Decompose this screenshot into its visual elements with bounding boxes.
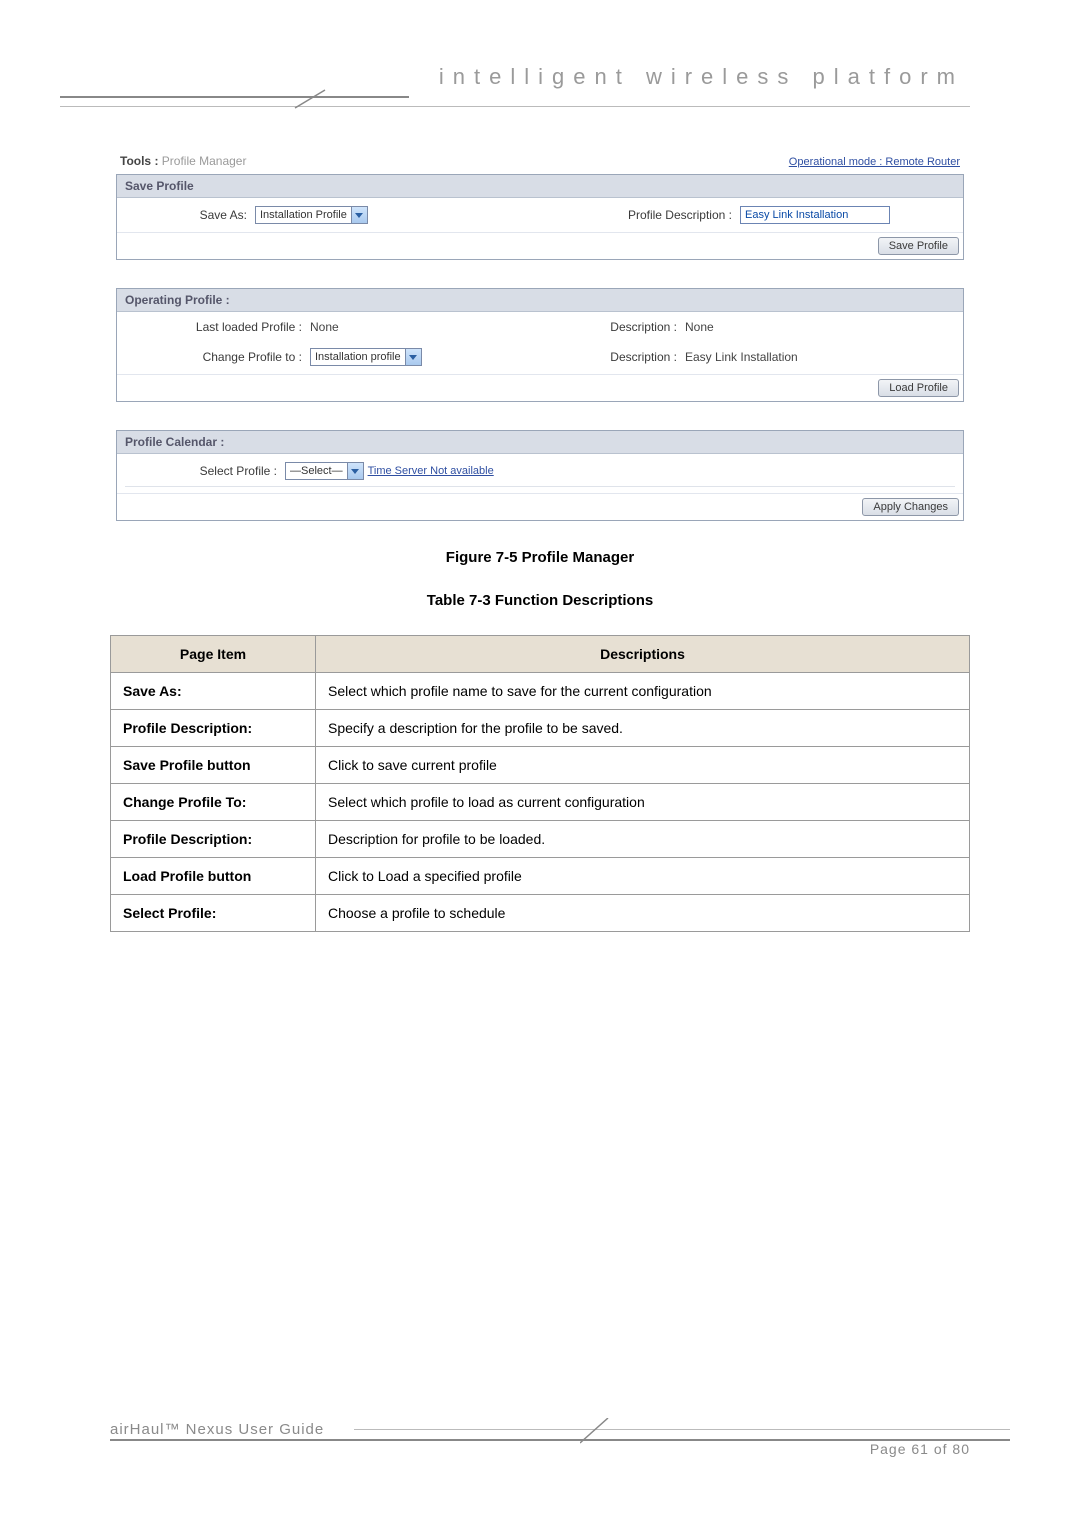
- save-profile-button[interactable]: Save Profile: [878, 237, 959, 255]
- profile-calendar-panel: Profile Calendar : Select Profile : —Sel…: [116, 430, 964, 521]
- last-loaded-desc-value: None: [685, 320, 714, 334]
- header-diagonal: [295, 90, 335, 110]
- function-descriptions-table: Page Item Descriptions Save As: Select w…: [110, 635, 970, 932]
- table-row: Profile Description: Specify a descripti…: [111, 710, 970, 747]
- page-header: intelligent wireless platform: [110, 60, 970, 110]
- table-cell-desc: Choose a profile to schedule: [316, 895, 970, 932]
- profile-manager-ui: Tools : Profile Manager Operational mode…: [110, 154, 970, 521]
- select-profile-row: Select Profile : —Select— Time Server No…: [125, 458, 955, 484]
- last-loaded-label: Last loaded Profile :: [125, 320, 310, 334]
- ui-title: Tools : Profile Manager: [120, 154, 246, 168]
- header-tagline: intelligent wireless platform: [409, 60, 970, 104]
- save-profile-header: Save Profile: [117, 175, 963, 198]
- profile-desc-input[interactable]: [740, 206, 890, 224]
- change-profile-row: Change Profile to : Installation profile…: [125, 338, 955, 370]
- change-profile-desc-value: Easy Link Installation: [685, 350, 798, 364]
- table-row: Select Profile: Choose a profile to sche…: [111, 895, 970, 932]
- time-server-warning-link[interactable]: Time Server Not available: [368, 465, 494, 477]
- chevron-down-icon: [405, 349, 421, 365]
- last-loaded-desc-label: Description :: [540, 320, 685, 334]
- ui-mode: Operational mode : Remote Router: [789, 154, 960, 168]
- profile-calendar-actions: Apply Changes: [117, 493, 963, 520]
- chevron-down-icon: [347, 463, 363, 479]
- select-profile-select[interactable]: —Select—: [285, 462, 364, 480]
- header-rule-thin: [60, 106, 970, 107]
- change-profile-value: Installation profile: [311, 351, 405, 363]
- table-row: Save As: Select which profile name to sa…: [111, 673, 970, 710]
- select-profile-value: —Select—: [286, 465, 347, 477]
- table-header-item: Page Item: [111, 636, 316, 673]
- operating-profile-body: Last loaded Profile : None Description :…: [117, 312, 963, 374]
- footer-diagonal: [580, 1418, 620, 1448]
- profile-calendar-body: Select Profile : —Select— Time Server No…: [117, 454, 963, 493]
- table-cell-item: Save As:: [111, 673, 316, 710]
- table-header-row: Page Item Descriptions: [111, 636, 970, 673]
- table-cell-desc: Click to Load a specified profile: [316, 858, 970, 895]
- save-profile-body: Save As: Installation Profile Profile De…: [117, 198, 963, 232]
- table-cell-item: Select Profile:: [111, 895, 316, 932]
- table-cell-desc: Specify a description for the profile to…: [316, 710, 970, 747]
- figure-caption: Figure 7-5 Profile Manager: [110, 549, 970, 566]
- save-as-select[interactable]: Installation Profile: [255, 206, 368, 224]
- save-profile-panel: Save Profile Save As: Installation Profi…: [116, 174, 964, 260]
- save-profile-row: Save As: Installation Profile Profile De…: [125, 202, 955, 228]
- table-cell-desc: Select which profile name to save for th…: [316, 673, 970, 710]
- operational-mode-link[interactable]: Operational mode : Remote Router: [789, 156, 960, 168]
- table-cell-desc: Select which profile to load as current …: [316, 784, 970, 821]
- load-profile-button[interactable]: Load Profile: [878, 379, 959, 397]
- table-cell-item: Profile Description:: [111, 821, 316, 858]
- table-header-desc: Descriptions: [316, 636, 970, 673]
- operating-profile-actions: Load Profile: [117, 374, 963, 401]
- last-loaded-row: Last loaded Profile : None Description :…: [125, 316, 955, 338]
- ui-title-prefix: Tools :: [120, 154, 158, 168]
- last-loaded-value: None: [310, 320, 339, 334]
- table-row: Load Profile button Click to Load a spec…: [111, 858, 970, 895]
- ui-titlebar: Tools : Profile Manager Operational mode…: [116, 154, 964, 174]
- profile-calendar-header: Profile Calendar :: [117, 431, 963, 454]
- ui-title-suffix: Profile Manager: [158, 154, 246, 168]
- chevron-down-icon: [351, 207, 367, 223]
- profile-desc-label: Profile Description :: [540, 208, 740, 222]
- table-row: Change Profile To: Select which profile …: [111, 784, 970, 821]
- table-cell-desc: Click to save current profile: [316, 747, 970, 784]
- footer-page-number: Page 61 of 80: [870, 1441, 970, 1457]
- save-as-value: Installation Profile: [256, 209, 351, 221]
- change-profile-select[interactable]: Installation profile: [310, 348, 422, 366]
- apply-changes-button[interactable]: Apply Changes: [862, 498, 959, 516]
- operating-profile-header: Operating Profile :: [117, 289, 963, 312]
- save-profile-actions: Save Profile: [117, 232, 963, 259]
- table-cell-item: Profile Description:: [111, 710, 316, 747]
- change-profile-desc-label: Description :: [540, 350, 685, 364]
- select-profile-label: Select Profile :: [125, 464, 285, 478]
- document-page: intelligent wireless platform Tools : Pr…: [0, 0, 1080, 1528]
- change-profile-label: Change Profile to :: [125, 350, 310, 364]
- table-caption: Table 7-3 Function Descriptions: [110, 592, 970, 609]
- table-cell-item: Change Profile To:: [111, 784, 316, 821]
- divider: [125, 486, 955, 487]
- save-as-label: Save As:: [125, 208, 255, 222]
- page-footer: airHaul™ Nexus User Guide Page 61 of 80: [110, 1423, 970, 1473]
- table-cell-item: Save Profile button: [111, 747, 316, 784]
- table-row: Save Profile button Click to save curren…: [111, 747, 970, 784]
- footer-guide-name: airHaul™ Nexus User Guide: [110, 1421, 354, 1438]
- operating-profile-panel: Operating Profile : Last loaded Profile …: [116, 288, 964, 402]
- table-cell-item: Load Profile button: [111, 858, 316, 895]
- table-row: Profile Description: Description for pro…: [111, 821, 970, 858]
- table-cell-desc: Description for profile to be loaded.: [316, 821, 970, 858]
